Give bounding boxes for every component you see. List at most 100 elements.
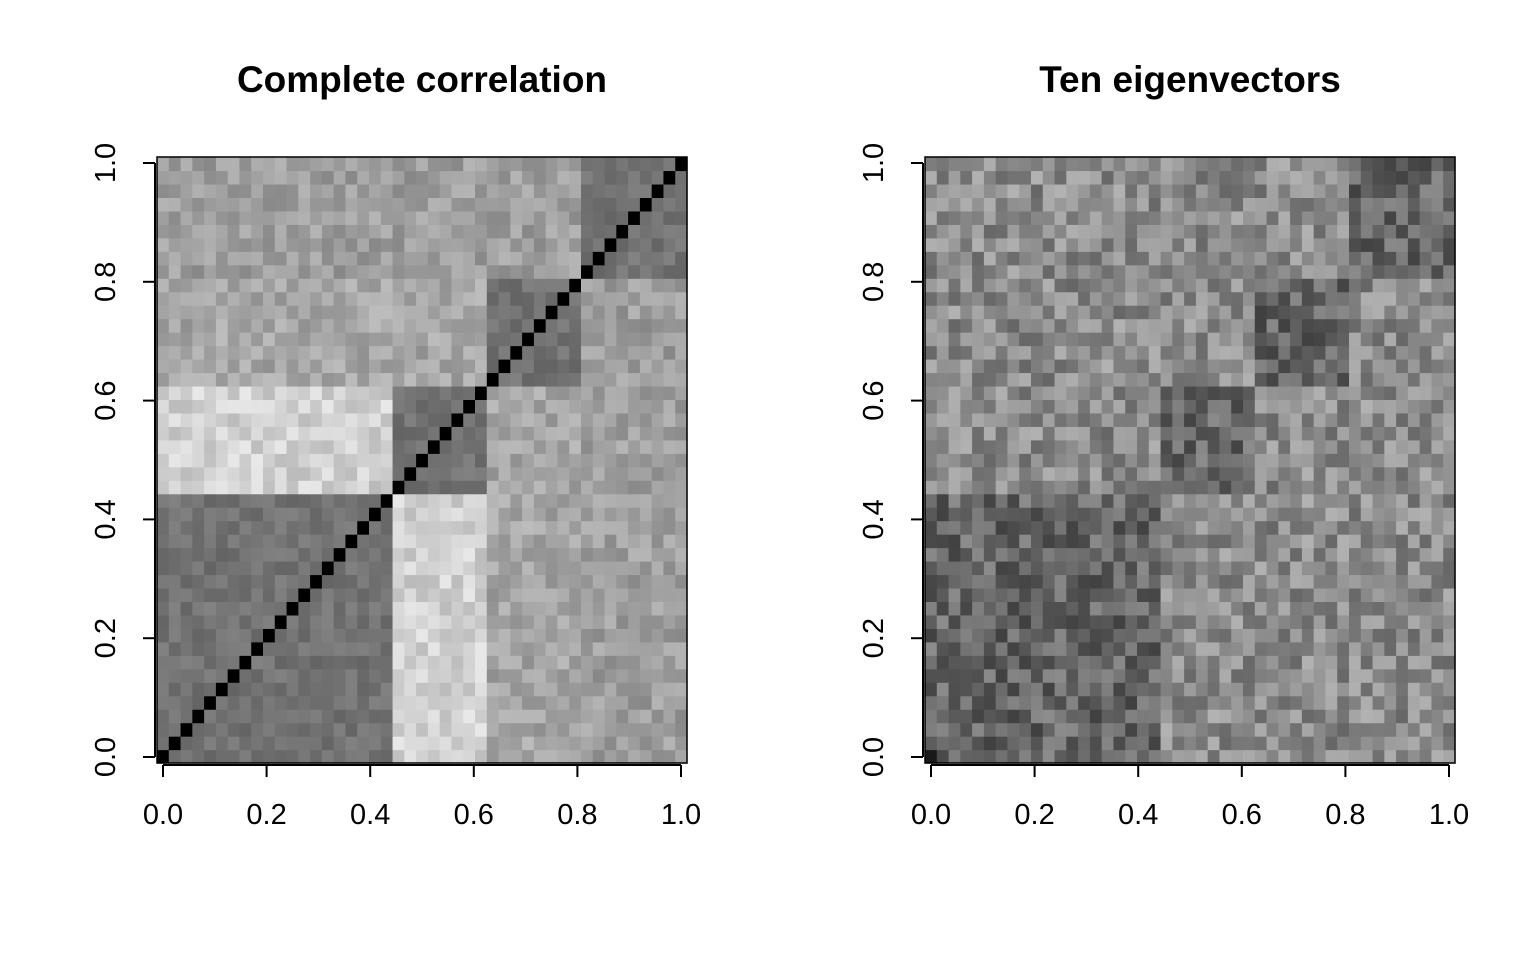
heatmap-cell	[192, 372, 205, 387]
heatmap-cell	[1019, 668, 1032, 683]
heatmap-cell	[557, 385, 570, 400]
heatmap-cell	[510, 237, 523, 252]
heatmap-cell	[298, 574, 311, 589]
heatmap-cell	[380, 466, 394, 481]
heatmap-cell	[192, 736, 205, 751]
heatmap-cell	[1301, 480, 1315, 495]
heatmap-cell	[369, 695, 382, 710]
heatmap-cell	[1396, 534, 1409, 549]
heatmap-cell	[533, 412, 547, 427]
heatmap-cell	[439, 264, 453, 279]
heatmap-cell	[1078, 385, 1091, 400]
heatmap-cell	[995, 264, 1009, 279]
heatmap-cell	[1078, 264, 1091, 279]
heatmap-cell	[239, 412, 252, 427]
heatmap-cell	[321, 641, 335, 656]
heatmap-cell	[1054, 614, 1067, 629]
heatmap-cell	[274, 547, 288, 562]
heatmap-cell	[1078, 237, 1091, 252]
heatmap-cell	[427, 224, 441, 239]
heatmap-cell	[345, 372, 358, 387]
y-tick-label: 0.4	[90, 499, 122, 539]
heatmap-cell	[592, 439, 606, 454]
heatmap-cell	[675, 534, 688, 549]
heatmap-cell	[1443, 372, 1456, 387]
heatmap-cell	[1207, 264, 1221, 279]
heatmap-cell	[404, 237, 417, 252]
heatmap-cell	[1231, 399, 1244, 414]
heatmap-cell	[1125, 628, 1138, 643]
heatmap-cell	[557, 668, 570, 683]
heatmap-cell	[1160, 291, 1173, 306]
heatmap-cell	[1078, 399, 1091, 414]
heatmap-cell	[557, 305, 570, 320]
heatmap-cell	[925, 480, 938, 495]
heatmap-cell	[1278, 614, 1291, 629]
heatmap-cell	[569, 736, 582, 751]
heatmap-cell	[333, 453, 347, 468]
heatmap-cell	[263, 749, 276, 764]
heatmap-cell	[1337, 305, 1350, 320]
heatmap-cell	[616, 601, 629, 616]
heatmap-cell	[333, 480, 347, 495]
heatmap-cell	[1243, 305, 1256, 320]
heatmap-cell	[1019, 534, 1032, 549]
heatmap-cell	[1254, 372, 1268, 387]
heatmap-cell	[298, 412, 311, 427]
heatmap-cell	[936, 561, 950, 576]
heatmap-cell	[486, 278, 500, 293]
heatmap-cell	[204, 385, 217, 400]
heatmap-cell	[439, 655, 453, 670]
heatmap-cell	[1101, 614, 1115, 629]
heatmap-cell	[533, 547, 547, 562]
heatmap-cell	[925, 682, 938, 697]
heatmap-cell	[545, 668, 559, 683]
heatmap-cell	[1125, 749, 1138, 764]
heatmap-cell	[1325, 359, 1338, 374]
heatmap-cell	[533, 210, 547, 225]
heatmap-cell	[310, 426, 323, 441]
heatmap-cell	[475, 587, 488, 602]
heatmap-cell	[639, 614, 653, 629]
heatmap-cell	[1019, 561, 1032, 576]
heatmap-cell	[936, 614, 950, 629]
heatmap-cell	[251, 385, 264, 400]
heatmap-cell	[936, 695, 950, 710]
heatmap-cell	[157, 628, 170, 643]
heatmap-cell	[486, 601, 500, 616]
heatmap-cell	[1219, 426, 1232, 441]
heatmap-cell	[392, 439, 405, 454]
heatmap-cell	[1101, 359, 1115, 374]
heatmap-cell	[1160, 587, 1173, 602]
heatmap-cell	[1349, 668, 1362, 683]
heatmap-cell	[604, 520, 617, 535]
heatmap-cell	[1078, 278, 1091, 293]
heatmap-cell	[1113, 709, 1126, 724]
heatmap-cell	[463, 722, 476, 737]
heatmap-cell	[1219, 183, 1232, 198]
heatmap-cell	[1360, 305, 1374, 320]
heatmap-cell	[1019, 183, 1032, 198]
heatmap-cell	[215, 466, 229, 481]
heatmap-cell	[557, 399, 570, 414]
heatmap-cell	[1172, 359, 1185, 374]
heatmap-cell	[604, 695, 617, 710]
heatmap-cell	[310, 480, 323, 495]
heatmap-cell	[357, 668, 370, 683]
heatmap-cell	[1349, 385, 1362, 400]
heatmap-cell	[475, 291, 488, 306]
heatmap-cell	[1325, 237, 1338, 252]
heatmap-cell	[651, 210, 665, 225]
heatmap-cell	[522, 251, 535, 266]
heatmap-cell	[486, 466, 500, 481]
heatmap-cell	[1443, 439, 1456, 454]
heatmap-cell	[1372, 749, 1385, 764]
heatmap-cell	[616, 574, 629, 589]
heatmap-cell	[592, 157, 606, 172]
heatmap-cell	[333, 251, 347, 266]
heatmap-cell	[369, 197, 382, 212]
heatmap-cell	[510, 412, 523, 427]
heatmap-cell	[663, 412, 676, 427]
heatmap-cell	[157, 426, 170, 441]
heatmap-cell	[569, 453, 582, 468]
